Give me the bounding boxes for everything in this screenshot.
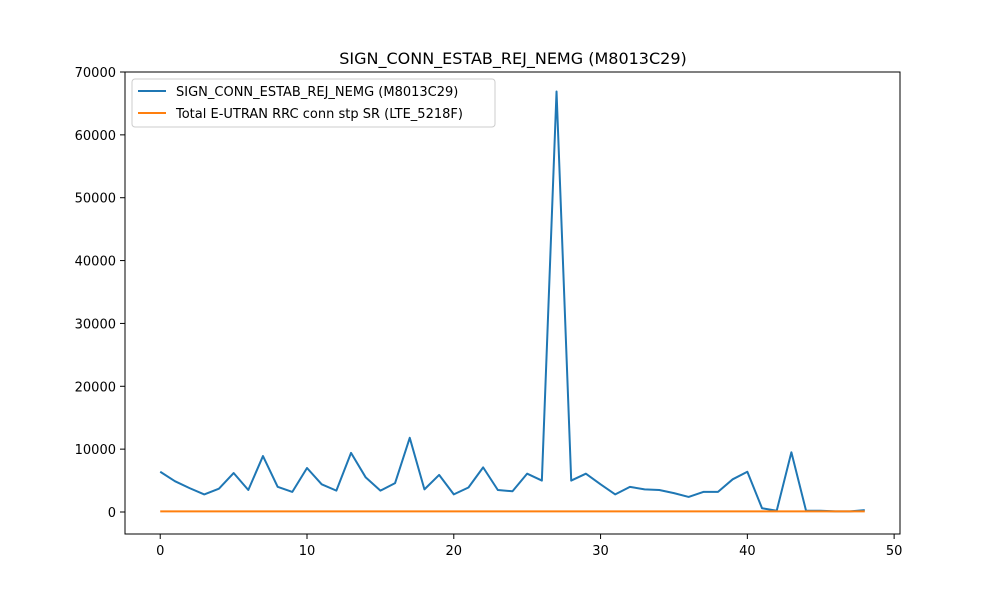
legend-label-series-2: Total E-UTRAN RRC conn stp SR (LTE_5218F… [175,107,463,122]
y-tick-label: 30000 [75,317,116,332]
y-tick-label: 10000 [75,443,116,458]
legend: SIGN_CONN_ESTAB_REJ_NEMG (M8013C29) Tota… [131,78,496,128]
x-tick-label: 10 [299,544,316,559]
plot-area [159,90,865,513]
y-tick-label: 70000 [75,66,116,81]
chart-title: SIGN_CONN_ESTAB_REJ_NEMG (M8013C29) [339,49,687,69]
y-tick-label: 0 [108,506,116,521]
x-tick-label: 20 [446,544,463,559]
x-tick-label: 40 [739,544,756,559]
x-tick-label: 0 [156,544,164,559]
y-tick-label: 50000 [75,192,116,207]
y-tick-label: 60000 [75,129,116,144]
x-tick-label: 30 [592,544,609,559]
x-axis: 0 10 20 30 40 50 [156,534,902,559]
legend-box [131,78,496,128]
series-line-1 [159,90,865,513]
y-axis: 0 10000 20000 30000 40000 50000 60000 70000 [75,66,125,521]
plot-frame [124,71,901,535]
y-tick-label: 40000 [75,255,116,270]
legend-label-series-1: SIGN_CONN_ESTAB_REJ_NEMG (M8013C29) [176,85,458,100]
x-tick-label: 50 [886,544,903,559]
y-tick-label: 20000 [75,380,116,395]
